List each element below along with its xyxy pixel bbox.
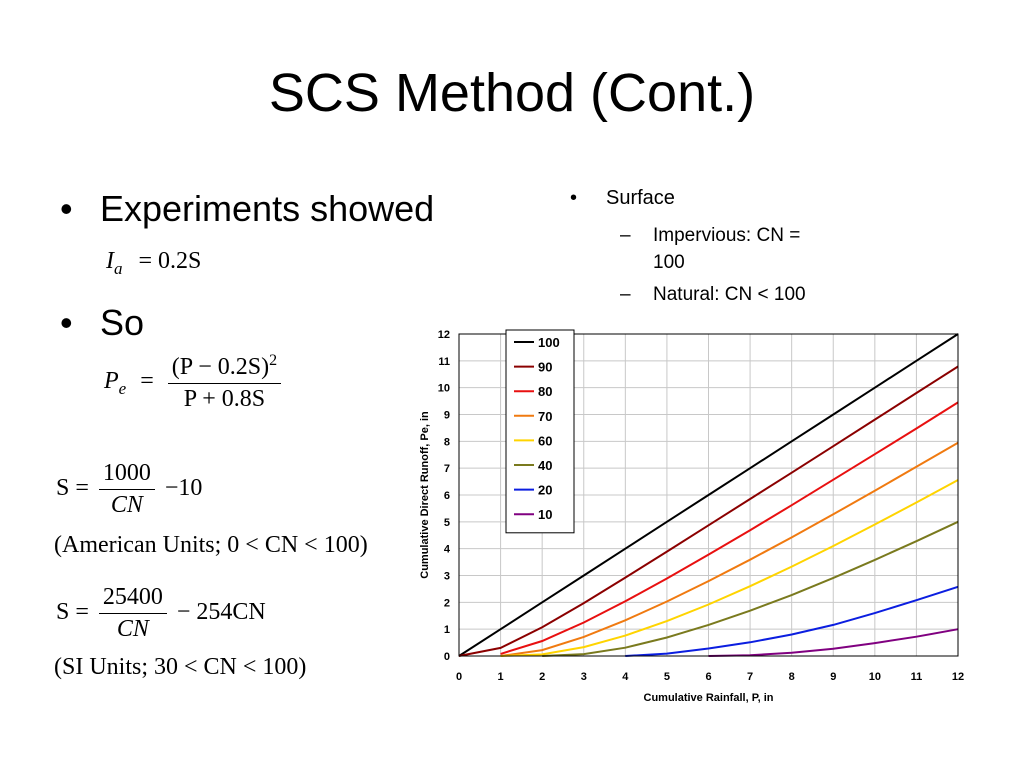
x-tick-label: 9 xyxy=(830,671,836,683)
dash-glyph: – xyxy=(620,284,631,305)
legend-label-cn-20: 20 xyxy=(538,483,552,498)
legend-label-cn-80: 80 xyxy=(538,384,552,399)
eq2-den: P + 0.8S xyxy=(183,386,266,412)
legend-label-cn-10: 10 xyxy=(538,507,552,522)
dash-glyph: – xyxy=(620,225,631,246)
y-tick-label: 11 xyxy=(438,356,450,368)
bullet-experiments: • Experiments showed xyxy=(60,188,434,230)
eq3-fraction: 1000 CN xyxy=(98,460,155,519)
eq2-sub: e xyxy=(118,378,127,398)
eq2-exp: 2 xyxy=(269,352,278,369)
y-tick-label: 5 xyxy=(444,517,450,529)
series-line-cn-60 xyxy=(500,479,959,657)
y-tick-label: 7 xyxy=(444,463,450,475)
eq4-tail: − 254CN xyxy=(176,599,266,626)
bullet-experiments-text: Experiments showed xyxy=(100,188,435,229)
y-tick-label: 0 xyxy=(444,651,450,663)
x-tick-label: 1 xyxy=(498,671,504,683)
legend-label-cn-40: 40 xyxy=(538,458,552,473)
series-line-cn-90 xyxy=(458,365,959,657)
y-tick-label: 8 xyxy=(444,436,450,448)
x-axis-label: Cumulative Rainfall, P, in xyxy=(644,692,774,704)
y-tick-label: 6 xyxy=(444,490,450,502)
eq1-rhs: = 0.2S xyxy=(138,248,202,274)
series-line-cn-100 xyxy=(458,333,959,657)
y-tick-label: 1 xyxy=(444,624,450,636)
x-tick-label: 0 xyxy=(456,671,462,683)
legend-label-cn-70: 70 xyxy=(538,409,552,424)
equation-pe: Pe = (P − 0.2S)2 P + 0.8S xyxy=(104,352,282,413)
equation-s-american: S = 1000 CN −10 xyxy=(56,460,202,519)
series-line-cn-80 xyxy=(500,401,959,655)
chart-legend: 100 90 80 70 60 40 20 10 xyxy=(505,329,575,534)
impervious-line2: 100 xyxy=(653,252,685,273)
x-tick-label: 3 xyxy=(581,671,587,683)
eq1-sub: a xyxy=(114,258,123,278)
plot-frame xyxy=(458,333,959,657)
bullet-dot: • xyxy=(60,302,73,343)
x-tick-label: 11 xyxy=(911,671,923,683)
equation-s-si: S = 25400 CN − 254CN xyxy=(56,584,266,643)
bullet-dot: • xyxy=(60,188,73,229)
series-line-cn-40 xyxy=(542,520,959,657)
sub-bullet-natural: – Natural: CN < 100 xyxy=(620,281,806,308)
eq2-var: P xyxy=(104,368,119,395)
x-tick-label: 2 xyxy=(539,671,545,683)
impervious-line1: Impervious: CN = xyxy=(653,225,801,246)
chart-series xyxy=(458,333,959,657)
eq3-tail: −10 xyxy=(164,475,203,502)
y-tick-label: 9 xyxy=(444,410,450,422)
legend-label-cn-100: 100 xyxy=(538,335,560,350)
eq1-var: I xyxy=(106,248,114,274)
equation-ia: Ia = 0.2S xyxy=(106,248,201,279)
x-tick-label: 7 xyxy=(747,671,753,683)
bullet-dot: • xyxy=(570,187,578,209)
sub-bullet-impervious: – Impervious: CN = 100 xyxy=(620,222,800,276)
bullet-so-text: So xyxy=(100,302,145,343)
x-tick-label: 5 xyxy=(664,671,670,683)
eq2-num: (P − 0.2S) xyxy=(171,354,270,380)
x-tick-label: 8 xyxy=(789,671,795,683)
x-tick-label: 10 xyxy=(869,671,881,683)
x-tick-label: 12 xyxy=(952,671,964,683)
series-line-cn-10 xyxy=(708,628,959,657)
y-axis-label: Cumulative Direct Runoff, Pe, in xyxy=(419,411,431,579)
eq4-den: CN xyxy=(116,616,149,642)
bullet-surface: • Surface xyxy=(570,187,675,210)
eq3-note: (American Units; 0 < CN < 100) xyxy=(54,532,368,558)
eq4-note: (SI Units; 30 < CN < 100) xyxy=(54,654,307,680)
bullet-surface-text: Surface xyxy=(606,187,675,209)
eq4-num: 25400 xyxy=(98,584,167,614)
y-tick-label: 10 xyxy=(438,383,450,395)
x-tick-label: 6 xyxy=(705,671,711,683)
bullet-so: • So xyxy=(60,302,144,344)
eq4-lhs: S = xyxy=(56,599,89,626)
slide-title: SCS Method (Cont.) xyxy=(268,63,756,123)
eq3-num: 1000 xyxy=(98,460,155,490)
eq2-fraction: (P − 0.2S)2 P + 0.8S xyxy=(167,352,282,413)
legend-label-cn-60: 60 xyxy=(538,433,552,448)
y-tick-label: 2 xyxy=(444,597,450,609)
x-tick-label: 4 xyxy=(622,671,629,683)
eq4-fraction: 25400 CN xyxy=(98,584,167,643)
y-tick-label: 12 xyxy=(438,329,450,341)
legend-label-cn-90: 90 xyxy=(538,360,552,375)
y-tick-label: 4 xyxy=(444,544,451,556)
legend-box xyxy=(505,329,575,534)
natural-text: Natural: CN < 100 xyxy=(653,284,806,305)
y-tick-label: 3 xyxy=(444,571,450,583)
eq2-equals: = xyxy=(140,368,154,395)
eq3-lhs: S = xyxy=(56,475,89,502)
series-line-cn-20 xyxy=(625,585,959,657)
eq3-den: CN xyxy=(110,492,143,518)
series-line-cn-70 xyxy=(500,441,959,657)
